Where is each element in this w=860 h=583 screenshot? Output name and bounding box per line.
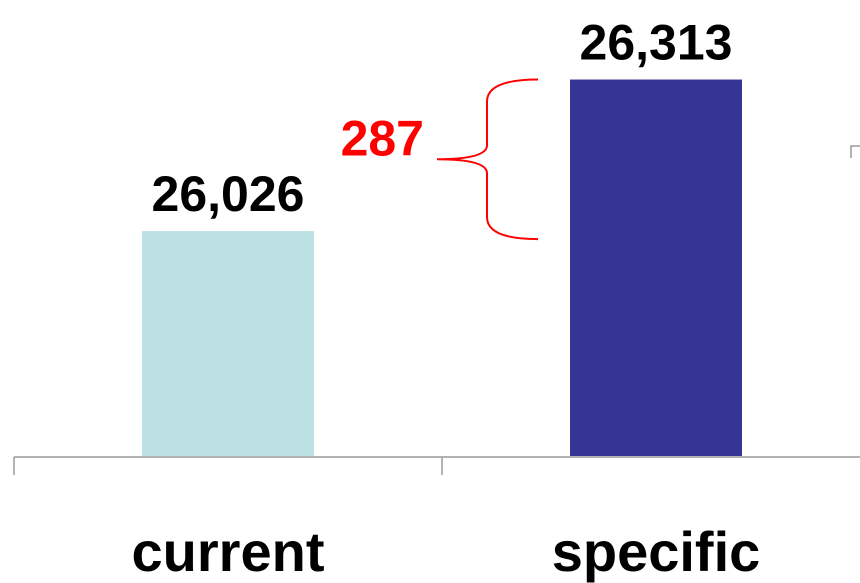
bars-group: [142, 79, 742, 456]
bar-specific: [570, 79, 742, 456]
x-axis: [13, 456, 860, 475]
category-labels-group: current specific: [132, 520, 761, 583]
difference-label: 287: [341, 110, 424, 166]
value-label-current: 26,026: [152, 166, 305, 222]
category-label-current: current: [132, 520, 325, 583]
edge-corner-mark: [850, 145, 860, 158]
bar-current: [142, 231, 314, 456]
value-label-specific: 26,313: [580, 15, 733, 71]
value-labels-group: 26,026 26,313: [152, 15, 733, 223]
difference-brace: [436, 78, 539, 241]
difference-annotation: 287: [341, 78, 539, 241]
category-label-specific: specific: [552, 520, 761, 583]
